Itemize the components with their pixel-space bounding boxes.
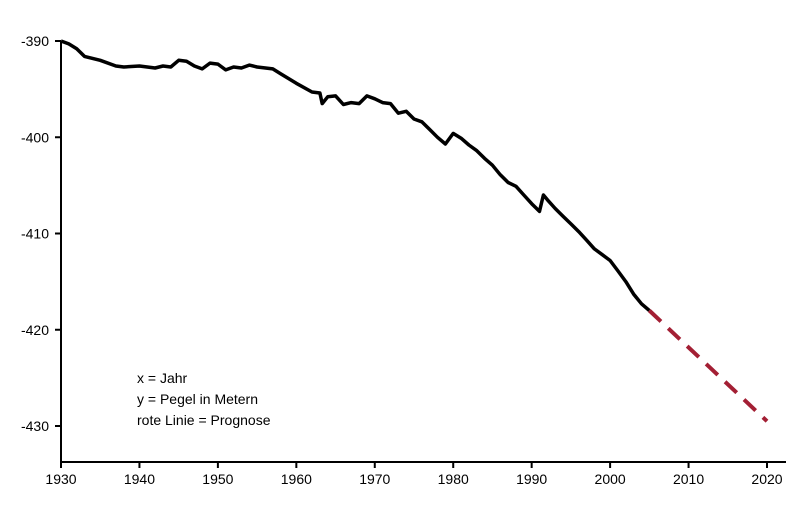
x-tick-label: 2000 bbox=[595, 471, 626, 487]
annotation-line: rote Linie = Prognose bbox=[137, 412, 271, 428]
x-tick-label: 1960 bbox=[281, 471, 312, 487]
y-tick-label: -410 bbox=[21, 226, 49, 242]
x-tick-label: 1940 bbox=[124, 471, 155, 487]
x-tick-label: 1950 bbox=[202, 471, 233, 487]
annotation-box: x = Jahr y = Pegel in Metern rote Linie … bbox=[137, 370, 271, 428]
annotation-line: y = Pegel in Metern bbox=[137, 391, 258, 407]
x-tick-label: 1970 bbox=[359, 471, 390, 487]
level-series-line bbox=[60, 39, 651, 312]
x-tick-label: 1930 bbox=[45, 471, 76, 487]
plot-area bbox=[60, 39, 769, 423]
y-tick-label: -430 bbox=[21, 418, 49, 434]
axis-ticks: -390 -400 -410 -420 -430 1930 1940 1950 1960 1970… bbox=[21, 33, 783, 487]
y-tick-label: -400 bbox=[21, 129, 49, 145]
x-tick-label: 2010 bbox=[673, 471, 704, 487]
x-tick-label: 1990 bbox=[516, 471, 547, 487]
y-tick-label: -420 bbox=[21, 322, 49, 338]
x-tick-label: 2020 bbox=[751, 471, 782, 487]
annotation-line: x = Jahr bbox=[137, 370, 188, 386]
forecast-series-line bbox=[647, 309, 769, 423]
x-tick-label: 1980 bbox=[438, 471, 469, 487]
y-tick-label: -390 bbox=[21, 33, 49, 49]
